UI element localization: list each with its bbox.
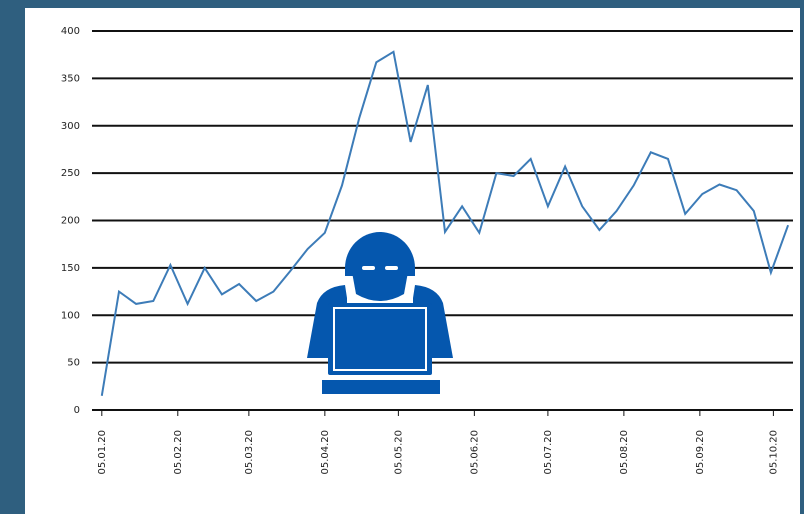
y-tick-label: 250 — [61, 168, 80, 179]
x-tick-label: 05.06.20 — [469, 430, 480, 475]
x-tick-label: 05.08.20 — [619, 430, 630, 475]
y-tick-label: 50 — [67, 358, 80, 369]
x-tick-label: 05.10.20 — [768, 430, 779, 475]
y-tick-label: 100 — [61, 310, 80, 321]
x-tick-label: 05.09.20 — [695, 430, 706, 475]
y-tick-label: 300 — [61, 121, 80, 132]
x-tick-label: 05.03.20 — [244, 430, 255, 475]
hacker-icon-details — [333, 266, 427, 371]
y-tick-label: 150 — [61, 263, 80, 274]
x-tick-label: 05.04.20 — [320, 430, 331, 475]
x-tick-label: 05.01.20 — [97, 430, 108, 475]
y-tick-label: 200 — [61, 216, 80, 227]
x-tick-label: 05.07.20 — [543, 430, 554, 475]
y-tick-label: 350 — [61, 73, 80, 84]
y-tick-label: 0 — [74, 405, 80, 416]
data-line — [100, 50, 790, 396]
x-tick-label: 05.02.20 — [173, 430, 184, 475]
x-tick-label: 05.05.20 — [393, 430, 404, 475]
y-tick-label: 400 — [61, 26, 80, 37]
